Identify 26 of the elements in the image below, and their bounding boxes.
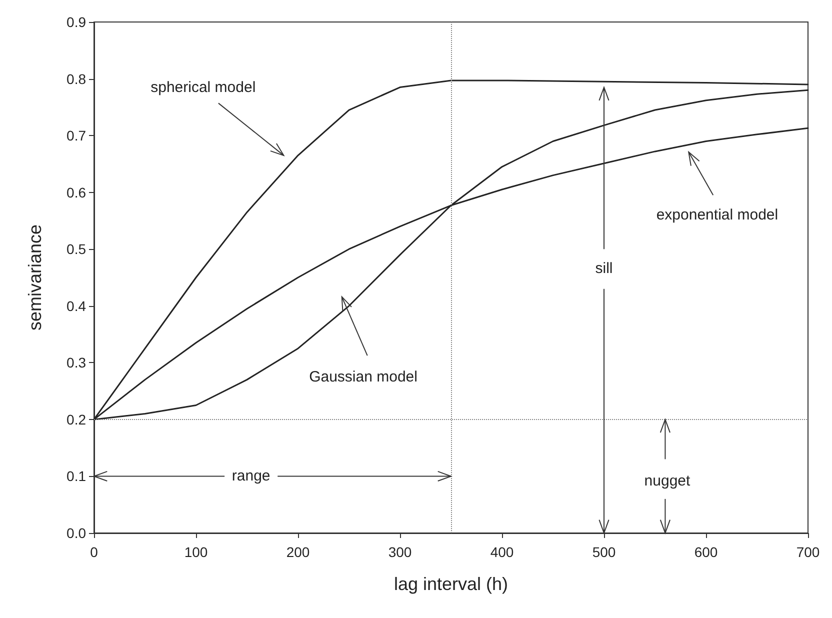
x-tick-label: 400: [490, 544, 514, 560]
y-tick-label: 0.9: [66, 14, 86, 30]
y-tick-label: 0.3: [66, 354, 86, 371]
y-tick-label: 0.2: [66, 411, 86, 428]
x-tick-label: 200: [286, 544, 310, 560]
x-tick-label: 600: [694, 544, 718, 560]
x-tick-label: 300: [388, 544, 412, 560]
y-tick-label: 0.4: [66, 298, 86, 314]
annotation: Gaussian model: [309, 368, 418, 386]
x-axis-title: lag interval (h): [394, 574, 508, 594]
y-tick-label: 0.6: [66, 184, 86, 200]
annotation: sill: [595, 260, 613, 277]
x-tick-label: 100: [184, 544, 208, 560]
annotation: spherical model: [150, 78, 256, 96]
annotation: exponential model: [656, 206, 778, 224]
y-tick-label: 0.5: [66, 241, 86, 258]
y-tick-label: 0.8: [66, 70, 86, 87]
x-tick-label: 0: [90, 544, 98, 560]
annotation: nugget: [644, 472, 692, 490]
x-tick-label: 700: [796, 544, 820, 560]
y-tick-label: 0.1: [66, 468, 86, 484]
y-tick-label: 0.0: [66, 525, 86, 541]
y-axis-title: semivariance: [25, 224, 45, 331]
x-tick-label: 500: [592, 544, 616, 560]
annotation: range: [232, 468, 270, 485]
y-tick-label: 0.7: [66, 128, 86, 144]
